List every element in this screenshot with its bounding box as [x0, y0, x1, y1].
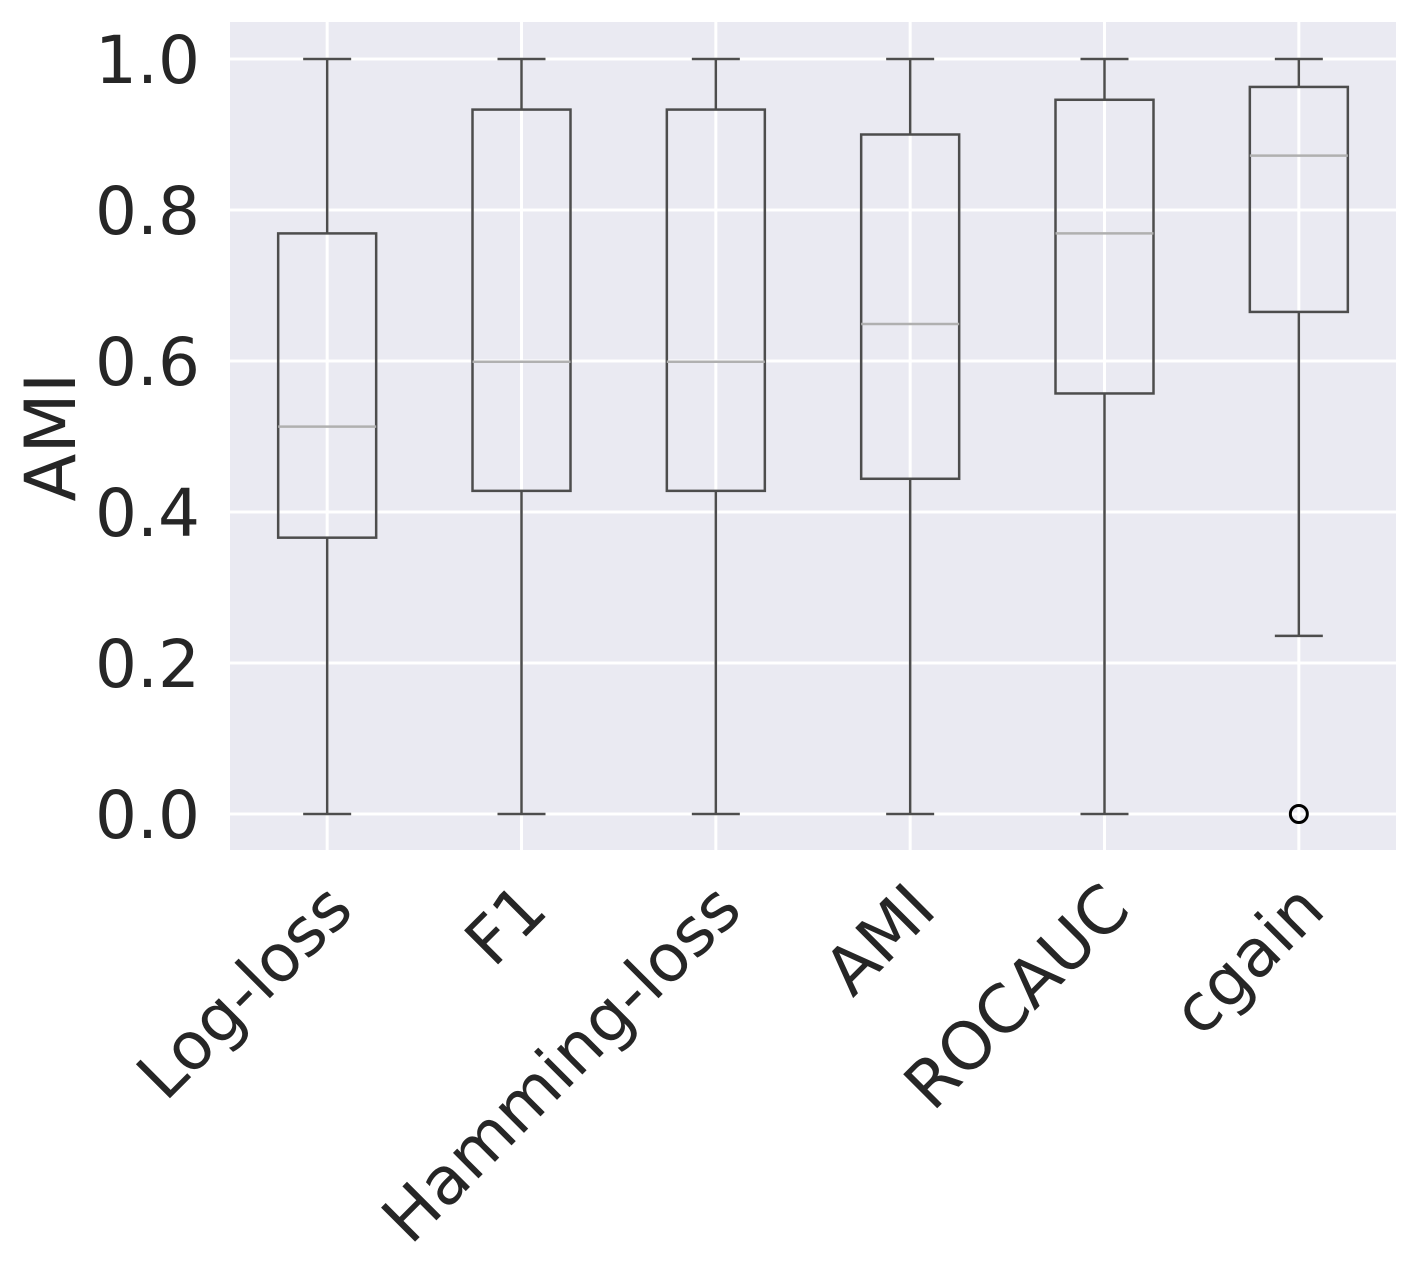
y-tick-label-2: 0.4 — [95, 475, 200, 552]
y-tick-labels: 0.0 0.2 0.4 0.6 0.8 1.0 — [95, 22, 200, 854]
plot-area — [230, 22, 1396, 850]
x-tick-label-3: AMI — [810, 869, 950, 1009]
box-layer — [276, 57, 1350, 824]
y-tick-label-1: 0.2 — [95, 626, 200, 703]
y-tick-label-5: 1.0 — [95, 22, 200, 99]
box-rocauc — [1054, 57, 1155, 816]
outlier-point-0 — [1288, 804, 1309, 824]
x-tick-label-2: Hamming-loss — [367, 869, 755, 1257]
box-cgain — [1248, 57, 1350, 824]
box-log-loss — [276, 57, 378, 816]
x-tick-label-5: cgain — [1158, 869, 1339, 1050]
y-tick-label-4: 0.8 — [95, 173, 200, 250]
box-f1 — [471, 57, 572, 816]
box-iqr — [1054, 98, 1155, 395]
box-iqr — [665, 108, 767, 493]
x-tick-label-1: F1 — [450, 869, 561, 980]
y-tick-label-3: 0.6 — [95, 324, 200, 401]
box-hamming-loss — [665, 57, 767, 816]
y-axis-label: AMI — [10, 373, 92, 502]
box-iqr — [1248, 85, 1350, 314]
box-iqr — [276, 232, 378, 539]
x-tick-label-0: Log-loss — [122, 869, 367, 1114]
box-ami — [859, 57, 961, 816]
y-tick-label-0: 0.0 — [95, 777, 200, 854]
box-iqr — [859, 133, 961, 481]
box-iqr — [471, 108, 572, 493]
